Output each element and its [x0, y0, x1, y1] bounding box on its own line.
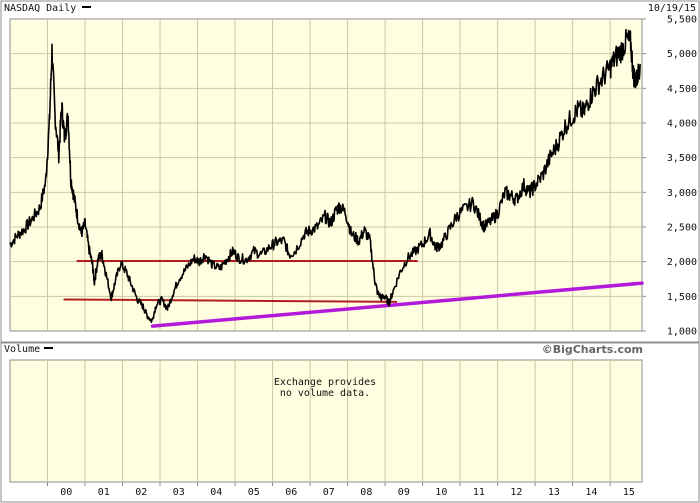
price-series-line — [9, 28, 641, 324]
brand-label: ©BigCharts.com — [542, 343, 643, 356]
x-tick-label: 04 — [210, 487, 222, 498]
y-tick-label: 4,000 — [667, 119, 697, 130]
chart-date: 10/19/15 — [648, 3, 696, 14]
price-plot-area — [9, 18, 643, 332]
volume-panel-border — [0, 342, 700, 503]
x-tick-label: 11 — [473, 487, 485, 498]
x-tick-label: 03 — [173, 487, 185, 498]
y-tick-label: 5,000 — [667, 49, 697, 60]
volume-note-line-1: Exchange provides — [274, 377, 376, 388]
y-tick-label: 3,500 — [667, 153, 697, 164]
x-tick-label: 07 — [323, 487, 335, 498]
y-tick-label: 3,000 — [667, 188, 697, 199]
price-header-bar — [1, 1, 699, 12]
y-axis-tick-labels: 1,000 1,500 2,000 2,500 3,000 3,500 4,000 4,500… — [642, 15, 697, 338]
x-tick-label: 10 — [435, 487, 447, 498]
y-tick-label: 1,000 — [667, 327, 697, 338]
support-trend-line — [150, 281, 644, 328]
chart-title: NASDAQ Daily — [4, 3, 76, 14]
y-tick-label: 1,500 — [667, 292, 697, 303]
x-tick-label: 00 — [60, 487, 72, 498]
x-tick-label: 14 — [585, 487, 597, 498]
x-tick-label: 02 — [135, 487, 147, 498]
y-tick-label: 4,500 — [667, 84, 697, 95]
price-vertical-grid — [47, 19, 611, 331]
x-tick-label: 06 — [285, 487, 297, 498]
x-axis-tick-labels: 00 01 02 03 04 05 06 07 08 09 10 11 12 13 14 15 — [47, 482, 635, 498]
x-tick-label: 15 — [623, 487, 635, 498]
x-tick-label: 09 — [398, 487, 410, 498]
x-tick-label: 05 — [248, 487, 260, 498]
volume-plot-area — [9, 359, 643, 483]
volume-vertical-grid — [47, 360, 611, 482]
y-tick-label: 5,500 — [667, 15, 697, 26]
y-tick-label: 2,500 — [667, 223, 697, 234]
x-tick-label: 13 — [548, 487, 560, 498]
chart-title-line-key — [82, 6, 91, 8]
volume-title-line-key — [44, 347, 53, 349]
horizontal-level-line — [63, 298, 398, 303]
volume-title: Volume — [4, 344, 40, 355]
x-tick-label: 01 — [98, 487, 110, 498]
volume-header-bar — [1, 343, 699, 354]
price-series-layer — [9, 28, 641, 324]
price-panel-border — [0, 0, 700, 343]
x-tick-label: 08 — [360, 487, 372, 498]
y-tick-label: 2,000 — [667, 257, 697, 268]
volume-note-line-2: no volume data. — [280, 388, 370, 399]
x-tick-label: 12 — [510, 487, 522, 498]
